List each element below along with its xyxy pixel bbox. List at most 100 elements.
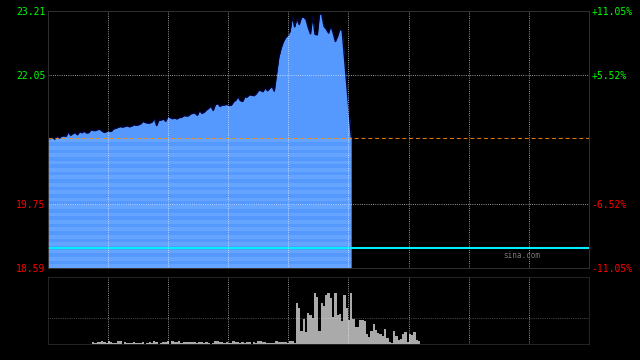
Bar (135, 343, 138, 344)
Bar (260, 341, 262, 344)
Bar (153, 341, 156, 344)
Bar (384, 329, 387, 344)
Bar (387, 338, 388, 344)
Bar (167, 341, 169, 344)
Bar (337, 315, 339, 344)
Bar (377, 333, 380, 344)
Bar (362, 320, 364, 344)
Bar (94, 343, 97, 344)
Bar (138, 343, 140, 344)
Bar (348, 320, 350, 344)
Bar (325, 295, 328, 344)
Bar (364, 321, 366, 344)
Bar (391, 343, 393, 344)
Bar (271, 343, 273, 344)
Bar (106, 343, 108, 344)
Bar (148, 342, 151, 344)
Bar (115, 343, 117, 344)
Bar (309, 315, 312, 344)
Bar (163, 342, 164, 344)
Bar (368, 337, 371, 344)
Bar (201, 342, 203, 344)
Bar (291, 341, 294, 344)
Bar (316, 297, 318, 344)
Bar (241, 342, 244, 344)
Bar (278, 342, 280, 344)
Bar (228, 343, 230, 344)
Bar (117, 341, 119, 344)
Bar (262, 342, 264, 344)
Bar (101, 341, 104, 344)
Bar (287, 343, 289, 344)
Bar (416, 340, 418, 344)
Bar (350, 293, 353, 344)
Bar (409, 334, 411, 344)
Bar (400, 338, 402, 344)
Bar (380, 334, 381, 344)
Bar (269, 343, 271, 344)
Bar (223, 343, 226, 344)
Bar (289, 342, 291, 344)
Bar (355, 327, 357, 344)
Bar (388, 342, 391, 344)
Bar (406, 342, 409, 344)
Bar (133, 342, 135, 344)
Bar (239, 343, 241, 344)
Bar (140, 343, 142, 344)
Bar (221, 342, 223, 344)
Bar (119, 341, 122, 344)
Bar (413, 332, 416, 344)
Bar (341, 321, 343, 344)
Bar (196, 343, 198, 344)
Bar (266, 343, 269, 344)
Bar (314, 293, 316, 344)
Bar (346, 308, 348, 344)
Bar (330, 298, 332, 344)
Bar (151, 343, 153, 344)
Bar (253, 342, 255, 344)
Bar (300, 331, 303, 344)
Bar (404, 332, 406, 344)
Bar (237, 342, 239, 344)
Bar (97, 342, 99, 344)
Bar (255, 343, 257, 344)
Bar (402, 334, 404, 344)
Bar (182, 342, 185, 344)
Bar (226, 342, 228, 344)
Bar (173, 342, 176, 344)
Bar (110, 342, 113, 344)
Bar (305, 332, 307, 344)
Bar (332, 317, 334, 344)
Bar (104, 342, 106, 344)
Bar (131, 343, 133, 344)
Bar (198, 342, 201, 344)
Bar (339, 314, 341, 344)
Bar (129, 343, 131, 344)
Bar (232, 341, 235, 344)
Bar (160, 343, 163, 344)
Bar (393, 331, 396, 344)
Bar (185, 342, 187, 344)
Bar (284, 342, 287, 344)
Bar (147, 343, 148, 344)
Bar (156, 342, 157, 344)
Bar (216, 341, 219, 344)
Bar (357, 327, 359, 344)
Bar (372, 324, 375, 344)
Bar (296, 303, 298, 344)
Bar (194, 342, 196, 344)
Bar (397, 340, 400, 344)
Bar (353, 319, 355, 344)
Bar (257, 341, 260, 344)
Bar (230, 343, 232, 344)
Bar (411, 334, 413, 344)
Bar (275, 341, 278, 344)
Bar (418, 341, 420, 344)
Bar (99, 342, 101, 344)
Bar (381, 336, 384, 344)
Bar (359, 320, 362, 344)
Bar (219, 342, 221, 344)
Bar (264, 342, 266, 344)
Bar (334, 293, 337, 344)
Bar (298, 308, 300, 344)
